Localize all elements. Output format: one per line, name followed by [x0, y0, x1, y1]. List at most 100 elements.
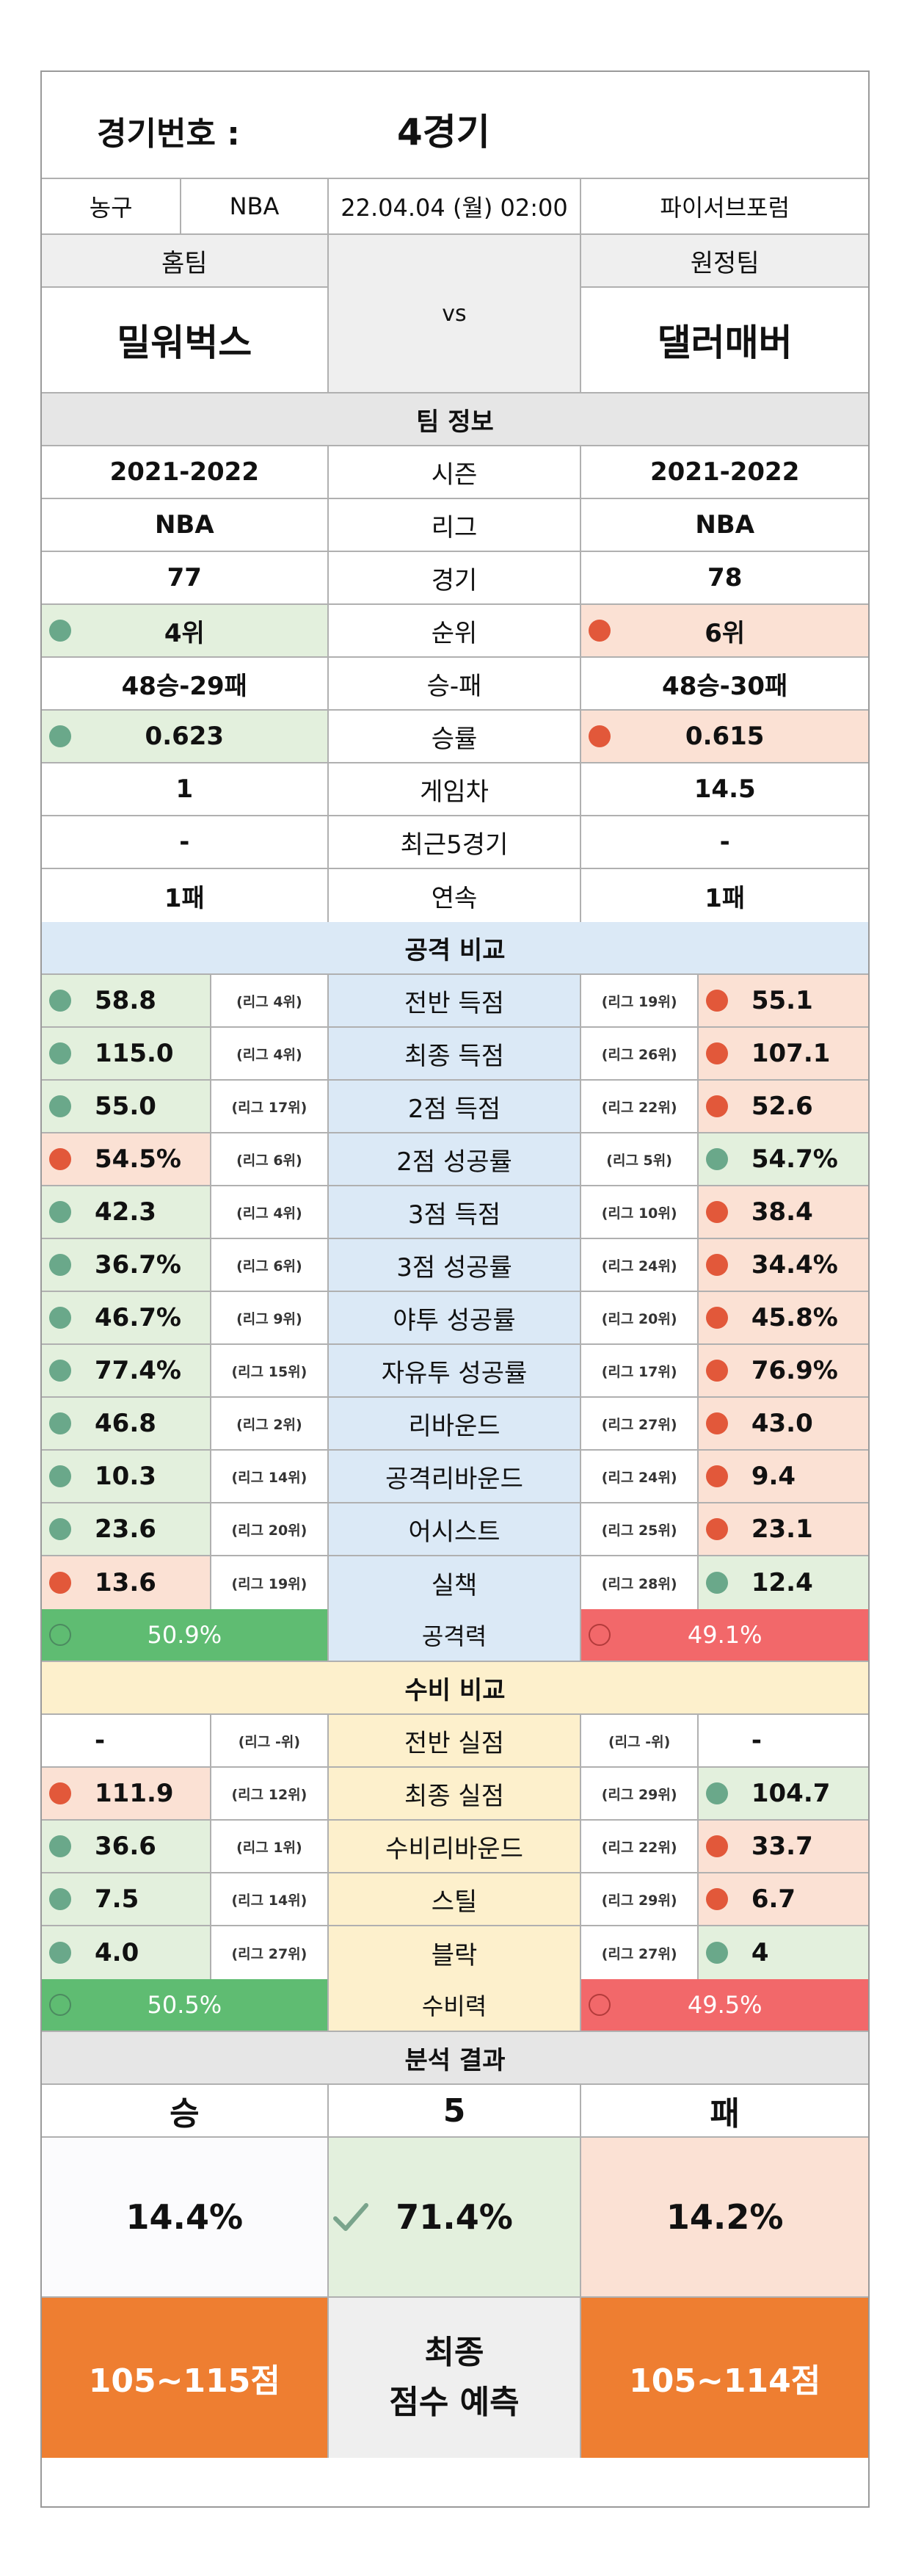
- offense-stat-row: 115.0 (리그 4위) 최종 득점 (리그 26위) 107.1: [42, 1028, 869, 1081]
- home-stat-rank: (리그 15위): [211, 1345, 329, 1396]
- away-info-cell: 0.615: [581, 711, 868, 762]
- red-dot-icon: [49, 1782, 71, 1804]
- home-stat-rank: (리그 20위): [211, 1503, 329, 1555]
- info-label: 리그: [329, 499, 582, 551]
- away-stat-value: -: [751, 1726, 762, 1755]
- home-stat-rank: (리그 2위): [211, 1398, 329, 1449]
- away-team-column: 원정팀 댈러매버: [581, 235, 868, 392]
- away-stat-rank: (리그 25위): [581, 1503, 699, 1555]
- home-info-value: 2021-2022: [109, 457, 259, 487]
- away-stat-value-cell: 55.1: [698, 975, 869, 1026]
- away-info-value: 48승-30패: [662, 671, 788, 701]
- away-stat-value-cell: 45.8%: [698, 1292, 869, 1343]
- away-info-cell: 1패: [581, 869, 868, 922]
- result-head-row: 승 5 패: [42, 2085, 868, 2138]
- red-dot-icon: [705, 1042, 728, 1064]
- home-info-cell: 4위: [42, 605, 329, 656]
- sport-cell: 농구: [42, 179, 182, 233]
- offense-stat-row: 10.3 (리그 14위) 공격리바운드 (리그 24위) 9.4: [42, 1451, 869, 1503]
- info-label: 최근5경기: [329, 816, 582, 868]
- home-stat-value: 10.3: [95, 1462, 156, 1491]
- home-stat-value-cell: 13.6: [42, 1556, 212, 1609]
- away-stat-value: 12.4: [751, 1568, 813, 1597]
- home-info-value: NBA: [154, 510, 214, 540]
- green-dot-icon: [49, 1042, 71, 1064]
- stat-label: 최종 실점: [328, 1768, 582, 1819]
- away-stat-rank: (리그 19위): [581, 975, 699, 1026]
- red-dot-icon: [705, 1254, 728, 1276]
- away-stat-value: 107.1: [751, 1039, 831, 1068]
- info-label: 승률: [329, 711, 582, 762]
- stat-label: 어시스트: [328, 1503, 582, 1555]
- home-stat-value-cell: 111.9: [42, 1768, 212, 1819]
- vs-label: vs: [328, 235, 582, 392]
- away-info-cell: 78: [581, 552, 868, 603]
- offense-stat-row: 13.6 (리그 19위) 실책 (리그 28위) 12.4: [42, 1556, 869, 1609]
- home-info-cell: 0.623: [42, 711, 329, 762]
- away-stat-value-cell: 54.7%: [698, 1133, 869, 1185]
- green-dot-icon: [49, 1307, 71, 1329]
- offense-stat-row: 46.7% (리그 9위) 야투 성공률 (리그 20위) 45.8%: [42, 1292, 869, 1345]
- draw-percent: 71.4%: [396, 2197, 513, 2237]
- home-stat-value-cell: 46.7%: [42, 1292, 212, 1343]
- win-percent: 14.4%: [42, 2138, 329, 2296]
- home-info-value: -: [179, 827, 190, 857]
- away-offense-power-value: 49.1%: [687, 1621, 762, 1649]
- home-stat-value-cell: 55.0: [42, 1081, 212, 1132]
- away-stat-value-cell: 104.7: [698, 1768, 869, 1819]
- home-stat-value-cell: 36.6: [42, 1821, 212, 1872]
- datetime-cell: 22.04.04 (월) 02:00: [329, 179, 582, 233]
- offense-power-row: 50.9% 공격력 49.1%: [42, 1609, 868, 1662]
- away-stat-value-cell: -: [699, 1715, 868, 1766]
- league-cell: NBA: [181, 179, 329, 233]
- away-info-cell: 48승-30패: [581, 658, 868, 709]
- team-info-row: 1 게임차 14.5: [42, 763, 868, 816]
- away-info-value: -: [719, 827, 730, 857]
- stat-label: 야투 성공률: [328, 1292, 582, 1343]
- stat-label: 최종 득점: [328, 1028, 582, 1079]
- home-defense-power-value: 50.5%: [147, 1991, 222, 2019]
- home-stat-value-cell: 77.4%: [42, 1345, 212, 1396]
- defense-stat-row: 4.0 (리그 27위) 블락 (리그 27위) 4: [42, 1926, 869, 1979]
- away-info-value: 78: [707, 563, 743, 592]
- home-info-value: 48승-29패: [121, 671, 247, 701]
- offense-header: 공격 비교: [42, 922, 868, 975]
- info-label: 순위: [329, 605, 582, 656]
- away-stat-value-cell: 76.9%: [698, 1345, 869, 1396]
- away-stat-rank: (리그 27위): [581, 1398, 699, 1449]
- red-dot-icon: [589, 620, 611, 642]
- teams-block: 홈팀 밀워벅스 vs 원정팀 댈러매버: [42, 235, 868, 393]
- defense-stat-row: 111.9 (리그 12위) 최종 실점 (리그 29위) 104.7: [42, 1768, 869, 1821]
- away-stat-value: 43.0: [751, 1409, 813, 1438]
- defense-stat-row: 36.6 (리그 1위) 수비리바운드 (리그 22위) 33.7: [42, 1821, 869, 1873]
- away-stat-value-cell: 4: [698, 1926, 869, 1979]
- away-stat-value-cell: 33.7: [698, 1821, 869, 1872]
- away-stat-value-cell: 34.4%: [698, 1239, 869, 1291]
- red-dot-icon: [705, 1518, 728, 1540]
- team-info-row: 2021-2022 시즌 2021-2022: [42, 446, 868, 499]
- red-dot-icon: [589, 725, 611, 747]
- away-stat-value-cell: 23.1: [698, 1503, 869, 1555]
- home-stat-value: 7.5: [95, 1884, 139, 1914]
- game-number-value: 4경기: [397, 111, 490, 153]
- circle-icon: [49, 1994, 71, 2016]
- away-stat-value: 52.6: [751, 1092, 813, 1121]
- offense-stat-row: 36.7% (리그 6위) 3점 성공률 (리그 24위) 34.4%: [42, 1239, 869, 1292]
- predict-row: 105~115점 최종 점수 예측 105~114점: [42, 2298, 868, 2458]
- home-info-cell: 48승-29패: [42, 658, 329, 709]
- away-info-value: 1패: [705, 883, 746, 913]
- home-offense-power-value: 50.9%: [147, 1621, 222, 1649]
- win-label: 승: [42, 2085, 329, 2136]
- stat-label: 실책: [328, 1556, 582, 1609]
- team-info-row: 48승-29패 승-패 48승-30패: [42, 658, 868, 711]
- home-offense-power: 50.9%: [42, 1609, 329, 1661]
- green-dot-icon: [49, 1942, 71, 1964]
- green-dot-icon: [705, 1942, 728, 1964]
- stat-label: 3점 성공률: [328, 1239, 582, 1291]
- home-stat-value: 46.8: [95, 1409, 156, 1438]
- info-label: 게임차: [329, 763, 582, 815]
- team-info-row: - 최근5경기 -: [42, 816, 868, 869]
- home-info-cell: 1: [42, 763, 329, 815]
- green-dot-icon: [705, 1782, 728, 1804]
- green-dot-icon: [49, 1254, 71, 1276]
